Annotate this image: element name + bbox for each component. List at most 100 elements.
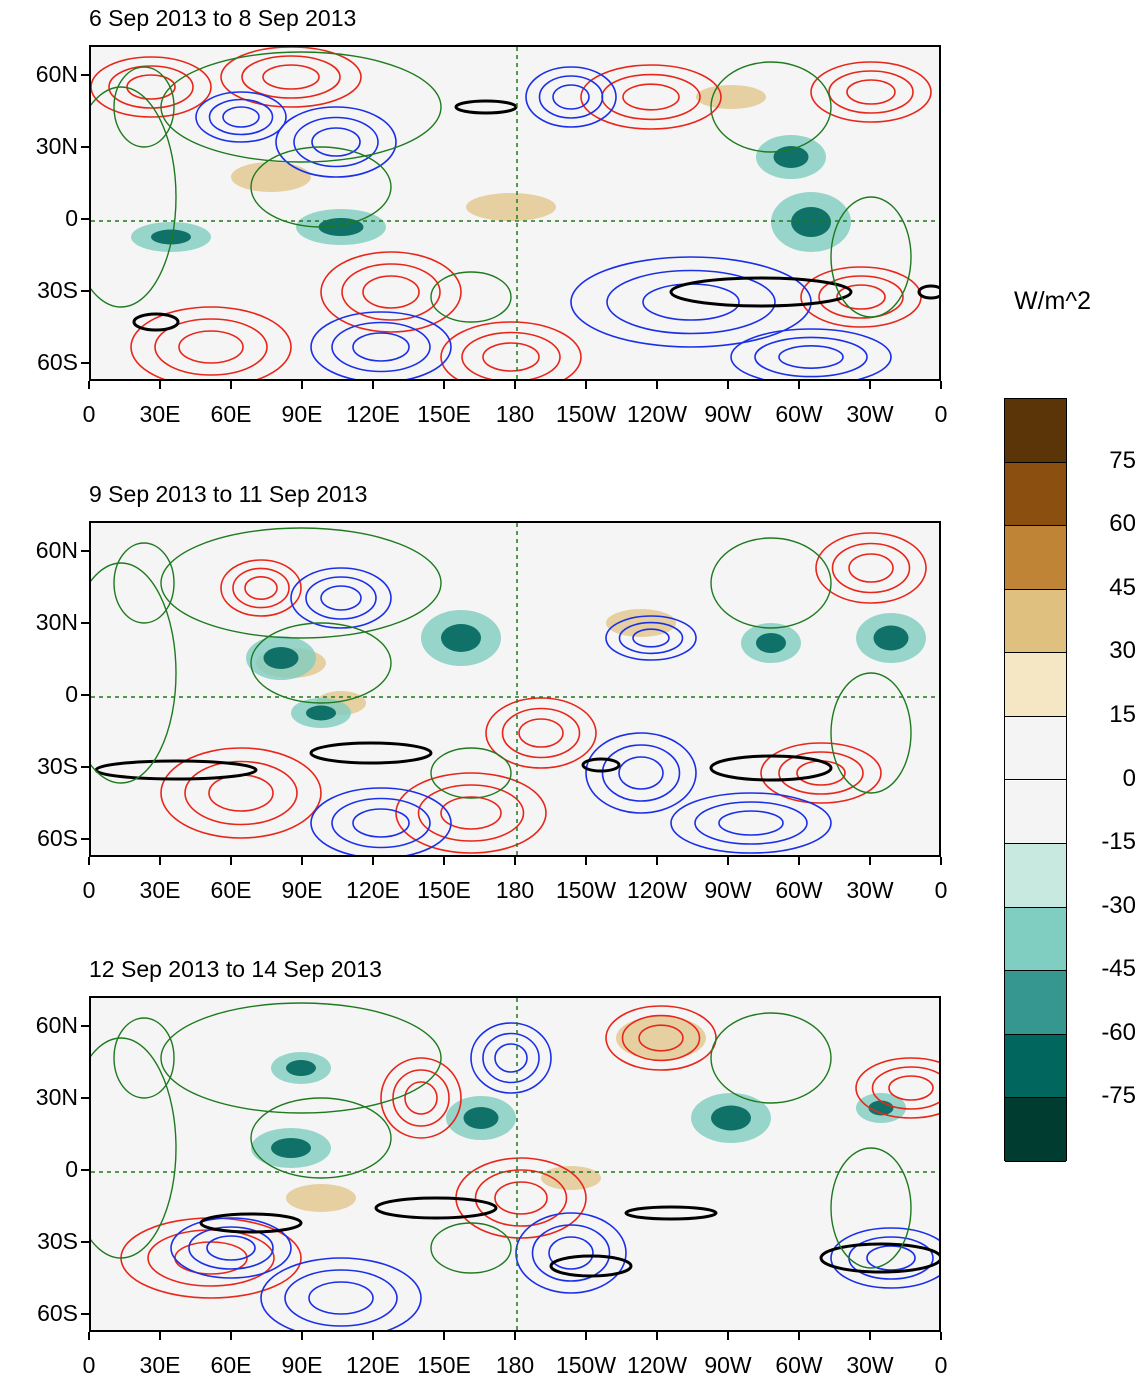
positive-contour [461,331,561,379]
lon-tick [727,1332,729,1340]
colorbar-tick-label: -75 [1101,1082,1136,1110]
lat-tick [81,289,89,292]
negative-contour [538,75,604,119]
lat-tick-label: 30N [35,133,78,159]
positive-anomaly-shade [466,193,556,221]
lon-tick [301,1332,303,1340]
lat-tick [81,694,89,696]
lon-tick-label: 60W [775,1352,823,1378]
lon-tick-label: 90E [281,401,323,427]
positive-contour [178,330,244,364]
lon-tick [372,381,374,389]
lon-tick [230,857,232,865]
positive-contour [501,707,581,759]
lon-tick [301,857,303,865]
lon-tick-label: 150E [417,1352,471,1378]
negative-contour [305,576,377,620]
coastline [710,1012,832,1104]
coastline [710,537,832,629]
lon-tick-label: 150E [417,401,471,427]
positive-contour [392,1069,450,1127]
lon-tick [443,857,445,865]
highlight-contour [374,1196,498,1220]
positive-contour [518,718,564,748]
positive-contour [184,760,298,826]
positive-contour [440,796,502,830]
colorbar-segment [1005,399,1066,463]
colorbar-segment [1005,1098,1066,1162]
negative-contour [308,1281,374,1315]
lon-tick-label: 150W [555,401,617,427]
lat-tick [81,837,89,840]
positive-contour [417,784,525,842]
negative-contour [195,91,287,143]
highlight-contour [917,284,939,300]
lon-tick [798,1332,800,1340]
positive-contour [846,79,896,105]
negative-contour [188,1226,274,1270]
colorbar-segment [1005,780,1066,845]
lon-tick-label: 120W [626,401,688,427]
lon-tick [798,857,800,865]
highlight-contour [199,1212,303,1234]
lat-tick [81,146,89,148]
panel-title: 6 Sep 2013 to 8 Sep 2013 [89,5,357,31]
highlight-contour [709,754,833,782]
colorbar-tick-label: 15 [1109,700,1136,728]
lon-tick-label: 0 [82,401,96,427]
lon-tick [514,857,516,865]
negative-contour [605,615,697,661]
positive-contour [262,64,320,90]
negative-anomaly-core [791,207,831,237]
negative-contour [754,336,868,378]
lon-tick [940,381,942,389]
lon-tick-label: 180 [495,401,535,427]
lon-tick-label: 150E [417,877,471,903]
highlight-contour [549,1254,633,1278]
lat-tick-label: 30N [35,609,78,635]
coastline [91,1037,177,1259]
lat-tick-label: 60N [35,1012,78,1038]
negative-contour [331,797,431,849]
lat-tick [81,1169,89,1171]
lat-tick-label: 60S [37,1299,78,1326]
positive-contour [108,65,194,109]
negative-contour [470,1022,552,1094]
lon-tick [301,381,303,389]
negative-contour [208,98,274,136]
positive-contour [380,1057,462,1139]
lat-tick-label: 0 [65,1156,78,1182]
colorbar-segment [1005,589,1066,654]
colorbar-tick-label: -45 [1101,955,1136,983]
positive-contour [485,697,597,769]
map-field [91,47,939,379]
map-field [91,998,939,1330]
lon-tick-label: 180 [495,877,535,903]
lon-tick [585,381,587,389]
negative-anomaly-core [286,1060,316,1076]
negative-contour [618,756,664,790]
highlight-contour [581,757,621,773]
negative-anomaly-core [756,633,786,653]
coastline [710,61,832,153]
lon-tick [230,1332,232,1340]
coastline [430,271,512,323]
positive-contour [220,47,362,108]
lat-tick-label: 60N [35,61,78,87]
negative-contour [585,732,697,814]
lon-tick [585,1332,587,1340]
lat-tick [81,218,89,220]
negative-contour [293,116,379,168]
lat-tick-label: 60N [35,537,78,563]
lon-tick [585,857,587,865]
lon-tick [88,381,90,389]
negative-contour [320,585,362,611]
positive-contour [244,575,278,600]
highlight-contour [819,1242,939,1274]
negative-contour [352,808,410,838]
lon-tick-label: 60E [210,1352,252,1378]
lon-tick-label: 90W [704,401,752,427]
positive-contour [778,751,864,795]
lon-tick-label: 120E [346,877,400,903]
lon-tick [514,381,516,389]
